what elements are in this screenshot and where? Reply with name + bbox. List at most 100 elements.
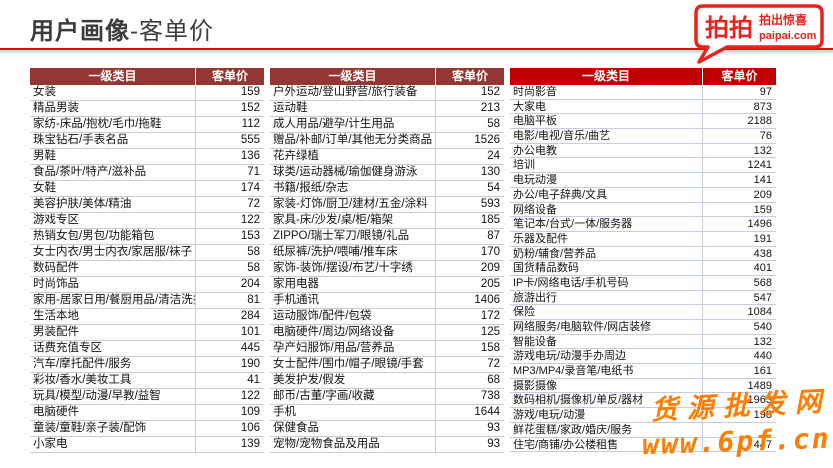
category-cell: 玩具/模型/动漫/早教/益智 bbox=[30, 389, 196, 404]
table-row: 成人用品/避孕/计生用品 58 bbox=[270, 117, 504, 133]
table-row: 球类/运动器械/瑜伽健身游泳 130 bbox=[270, 165, 504, 181]
table-header-row: 一级类目 客单价 bbox=[270, 68, 504, 85]
category-cell: 花卉绿植 bbox=[270, 149, 436, 164]
price-cell: 438 bbox=[753, 247, 772, 260]
category-cell: 保险 bbox=[510, 305, 703, 319]
table-row: 保健食品 93 bbox=[270, 421, 504, 437]
table-row: 书籍/报纸/杂志 54 bbox=[270, 181, 504, 197]
price-cell: 24 bbox=[487, 150, 500, 162]
category-cell: 办公电教 bbox=[510, 143, 703, 158]
price-cell: 68 bbox=[487, 374, 500, 386]
price-cell: 130 bbox=[480, 166, 500, 178]
table-row: 纸尿裤/洗护/喂哺/推车床 170 bbox=[270, 245, 504, 261]
price-cell: 284 bbox=[240, 310, 260, 322]
category-cell: 童装/童鞋/亲子装/配饰 bbox=[30, 421, 196, 436]
price-cell: 213 bbox=[480, 102, 500, 114]
table-row: 办公/电子辞典/文具 209 bbox=[510, 187, 776, 203]
table-header-row: 一级类目 客单价 bbox=[510, 68, 776, 85]
category-cell: 网络设备 bbox=[510, 202, 703, 217]
price-cell: 1406 bbox=[474, 294, 500, 306]
logo-name-text: 拍拍 bbox=[705, 15, 753, 42]
price-cell: 1241 bbox=[747, 159, 772, 172]
category-cell: 美发护发/假发 bbox=[270, 373, 436, 388]
category-cell: 邮币/古董/字画/收藏 bbox=[270, 389, 436, 404]
table-row: 精品男装 152 bbox=[30, 101, 264, 117]
table-row: 鲜花蛋糕/家政/婚庆/服务 bbox=[510, 422, 776, 438]
category-header: 一级类目 bbox=[30, 68, 196, 85]
category-cell: 家具-床/沙发/桌/柜/箱架 bbox=[270, 213, 436, 228]
category-cell: 时尚饰品 bbox=[30, 277, 196, 292]
table-row: 网络设备 159 bbox=[510, 202, 776, 218]
table-row: 珠宝钻石/手表名品 555 bbox=[30, 133, 264, 149]
price-cell: 152 bbox=[480, 86, 500, 98]
category-cell: 家用电器 bbox=[270, 277, 436, 292]
table-row: 手机 1644 bbox=[270, 405, 504, 421]
table-row: 赠品/补邮/订单/其他无分类商品 1526 bbox=[270, 133, 504, 149]
category-cell: 手机通讯 bbox=[270, 293, 436, 308]
table-row: 电脑硬件 109 bbox=[30, 405, 264, 421]
price-cell: 58 bbox=[247, 246, 260, 258]
table-row: IP卡/网络电话/手机号码 568 bbox=[510, 275, 776, 291]
category-cell: 旅游出行 bbox=[510, 290, 703, 305]
table-row: 家用-居家日用/餐厨用品/清洁洗护 81 bbox=[30, 293, 264, 309]
category-cell: 彩妆/香水/美妆工具 bbox=[30, 373, 196, 388]
price-cell: 159 bbox=[753, 203, 772, 216]
category-cell: 家装-灯饰/厨卫/建材/五金/涂料 bbox=[270, 197, 436, 212]
table-row: 时尚饰品 204 bbox=[30, 277, 264, 293]
category-cell: 笔记本/台式/一体/服务器 bbox=[510, 217, 703, 231]
price-cell: 1496 bbox=[747, 218, 772, 231]
table-row: 奶粉/辅食/营养品 438 bbox=[510, 246, 776, 262]
paipai-logo: 拍拍 拍出惊喜 paipai.com bbox=[694, 4, 824, 64]
price-header: 客单价 bbox=[451, 69, 488, 83]
table-row: 孕产妇服饰/用品/营养品 158 bbox=[270, 341, 504, 357]
table-row: 乐器及配件 191 bbox=[510, 231, 776, 247]
table-row: 运动服饰/配件/包袋 172 bbox=[270, 309, 504, 325]
category-cell: 女士配件/围巾/帽子/眼镜/手套 bbox=[270, 357, 436, 372]
price-cell: 159 bbox=[240, 86, 260, 98]
table-row: 汽车/摩托配件/服务 190 bbox=[30, 357, 264, 373]
category-cell: 食品/茶叶/特产/滋补品 bbox=[30, 165, 196, 180]
category-cell: 运动鞋 bbox=[270, 101, 436, 116]
table-row: 家具-床/沙发/桌/柜/箱架 185 bbox=[270, 213, 504, 229]
category-cell: 游戏/电玩/动漫 bbox=[510, 408, 703, 422]
category-header: 一级类目 bbox=[510, 68, 703, 85]
price-cell: 101 bbox=[240, 326, 260, 338]
category-cell: 智能设备 bbox=[510, 334, 703, 349]
price-header: 客单价 bbox=[211, 69, 248, 83]
category-cell: 摄影摄像 bbox=[510, 378, 703, 393]
category-cell: 成人用品/避孕/计生用品 bbox=[270, 117, 436, 132]
category-cell: 电影/电视/音乐/曲艺 bbox=[510, 129, 703, 143]
logo-slogan-text: 拍出惊喜 bbox=[759, 12, 807, 27]
price-cell: 593 bbox=[480, 198, 500, 210]
category-cell: 家用-居家日用/餐厨用品/清洁洗护 bbox=[30, 293, 196, 308]
category-header: 一级类目 bbox=[270, 68, 436, 85]
price-cell: 209 bbox=[480, 262, 500, 274]
category-cell: MP3/MP4/录音笔/电纸书 bbox=[510, 364, 703, 378]
logo-domain-text: paipai.com bbox=[759, 30, 817, 42]
price-cell: 540 bbox=[753, 321, 772, 333]
category-cell: 网络服务/电脑软件/网店装修 bbox=[510, 320, 703, 334]
category-cell: 电玩动漫 bbox=[510, 173, 703, 187]
price-cell: 172 bbox=[480, 310, 500, 322]
table-row: 办公电教 132 bbox=[510, 143, 776, 159]
table-row: 女鞋 174 bbox=[30, 181, 264, 197]
category-cell: 纸尿裤/洗护/喂哺/推车床 bbox=[270, 245, 436, 260]
table-row: 大家电 873 bbox=[510, 99, 776, 115]
category-cell: 办公/电子辞典/文具 bbox=[510, 187, 703, 202]
price-cell: 547 bbox=[753, 291, 772, 304]
price-cell: 447 bbox=[753, 438, 772, 451]
table-row: 保险 1084 bbox=[510, 305, 776, 320]
table-row: 话费充值专区 445 bbox=[30, 341, 264, 357]
table-row: 电脑硬件/周边/网络设备 125 bbox=[270, 325, 504, 341]
table-row: 国货精品数码 401 bbox=[510, 261, 776, 276]
table-row: 彩妆/香水/美妆工具 41 bbox=[30, 373, 264, 389]
price-header: 客单价 bbox=[721, 69, 758, 83]
price-cell: 72 bbox=[247, 198, 260, 210]
table-row: 培训 1241 bbox=[510, 158, 776, 174]
category-cell: 数码配件 bbox=[30, 261, 196, 276]
price-cell: 153 bbox=[240, 230, 260, 242]
price-cell: 106 bbox=[240, 422, 260, 434]
price-cell: 204 bbox=[240, 278, 260, 290]
price-cell: 76 bbox=[759, 130, 772, 143]
category-cell: 女装 bbox=[30, 85, 196, 100]
